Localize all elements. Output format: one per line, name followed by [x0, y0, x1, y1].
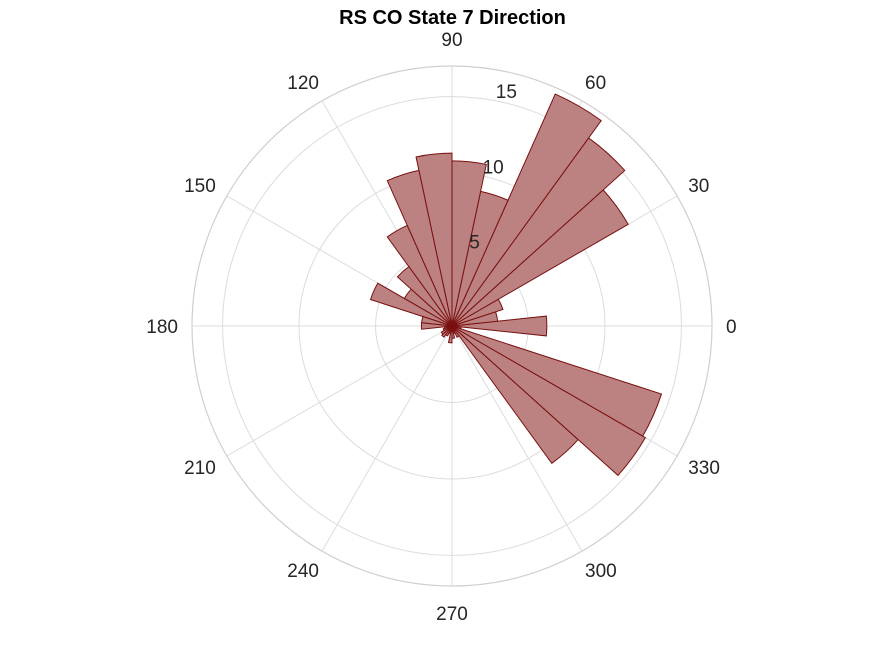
angular-grid-line	[226, 325, 453, 457]
r-tick-label: 5	[469, 233, 480, 254]
histogram-bar	[386, 169, 453, 327]
histogram-bar	[369, 282, 453, 327]
histogram-bar	[451, 315, 548, 337]
theta-tick-label: 210	[184, 458, 216, 479]
r-tick-label: 15	[496, 82, 517, 103]
r-tick-label: 10	[483, 157, 504, 178]
theta-tick-label: 120	[287, 73, 319, 94]
theta-tick-label: 300	[585, 561, 617, 582]
bar-layer	[369, 93, 663, 477]
theta-tick-label: 30	[688, 176, 709, 197]
theta-tick-label: 0	[726, 317, 737, 338]
histogram-bar	[451, 325, 462, 330]
histogram-bar	[451, 325, 663, 437]
theta-tick-label: 150	[184, 176, 216, 197]
histogram-bar	[451, 93, 602, 327]
histogram-bar	[396, 265, 453, 327]
theta-tick-label: 90	[441, 30, 462, 51]
theta-tick-label: 60	[585, 73, 606, 94]
histogram-bar	[447, 325, 453, 344]
angular-grid-line	[321, 325, 453, 552]
theta-tick-label: 240	[287, 561, 319, 582]
theta-tick-label: 180	[146, 317, 178, 338]
histogram-bar	[386, 224, 453, 327]
theta-tick-label: 270	[436, 604, 468, 625]
histogram-bar	[420, 322, 453, 330]
label-layer: 0 30 60 90 120 150 180 210 240 270 300 330 5 10 15	[146, 30, 736, 625]
chart-title: RS CO State 7 Direction	[339, 7, 566, 29]
theta-tick-label: 330	[688, 458, 720, 479]
histogram-bar	[451, 325, 647, 477]
angular-grid-line	[451, 325, 583, 552]
